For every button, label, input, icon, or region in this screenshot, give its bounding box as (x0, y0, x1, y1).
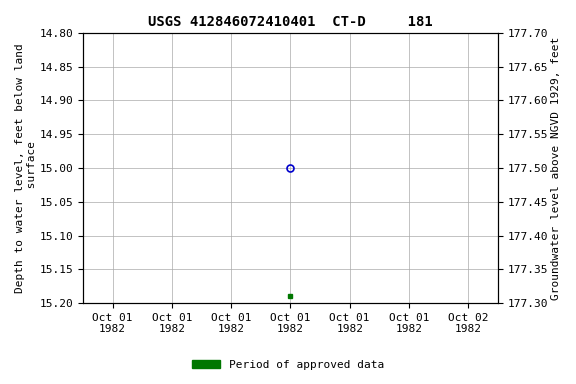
Y-axis label: Depth to water level, feet below land
 surface: Depth to water level, feet below land su… (15, 43, 37, 293)
Legend: Period of approved data: Period of approved data (188, 356, 388, 375)
Y-axis label: Groundwater level above NGVD 1929, feet: Groundwater level above NGVD 1929, feet (551, 36, 561, 300)
Title: USGS 412846072410401  CT-D     181: USGS 412846072410401 CT-D 181 (148, 15, 433, 29)
